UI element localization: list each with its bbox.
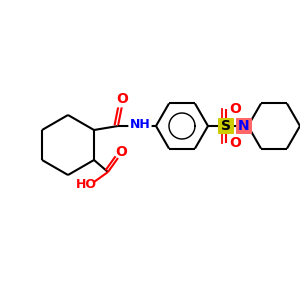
Text: O: O — [229, 136, 241, 150]
Text: O: O — [229, 102, 241, 116]
Text: HO: HO — [76, 178, 97, 190]
Text: O: O — [116, 92, 128, 106]
FancyBboxPatch shape — [236, 118, 252, 134]
Text: O: O — [115, 145, 127, 159]
Text: N: N — [238, 119, 250, 133]
Text: S: S — [221, 119, 231, 133]
FancyBboxPatch shape — [218, 118, 234, 134]
Text: NH: NH — [130, 118, 150, 130]
